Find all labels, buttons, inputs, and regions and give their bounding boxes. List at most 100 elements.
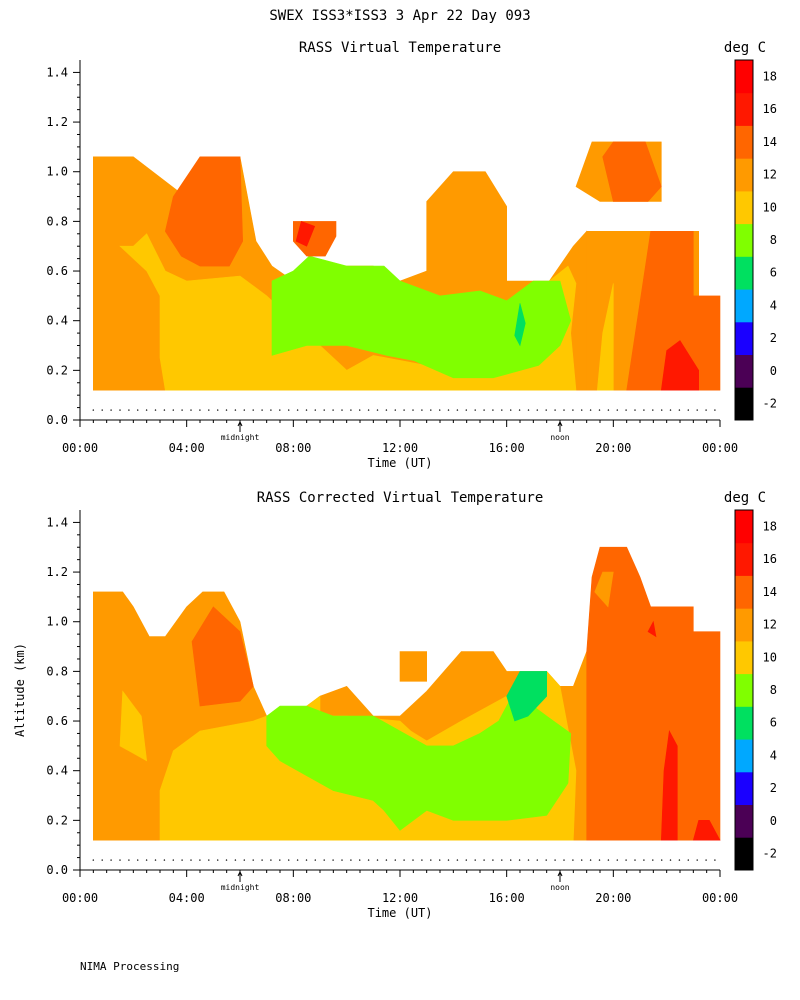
y-tick-label: 0.0 (46, 863, 68, 877)
gate-dot (536, 859, 538, 861)
gate-dot (687, 859, 689, 861)
gate-dot (421, 409, 423, 411)
gate-dot (412, 859, 414, 861)
colorbar-frame (734, 509, 754, 871)
y-tick-label: 0.6 (46, 264, 68, 278)
gate-dot (465, 409, 467, 411)
colorbar-swatch (735, 354, 753, 388)
gate-dot (376, 859, 379, 861)
gate-dot (359, 409, 361, 411)
colorbar-swatch (735, 60, 753, 94)
gate-dot (243, 409, 245, 411)
y-tick-label: 0.8 (46, 664, 68, 678)
gate-dot (296, 409, 299, 411)
colorbar-swatch (735, 673, 753, 707)
contour-region-16-18 (660, 340, 700, 391)
virtual-temperature-panel: 0.0 0.2 0.4 0.6 0.8 1.0 1.2 1.4 00:00 04:00 08:00 1… (46, 40, 777, 470)
solar-marker-label: noon (550, 433, 569, 442)
gate-dot (403, 409, 405, 411)
gate-dot (634, 859, 636, 861)
colorbar-unit: deg C (724, 490, 766, 506)
colorbar-swatch (735, 387, 753, 421)
colorbar-swatch (735, 256, 753, 290)
colorbar-label: 10 (763, 650, 777, 664)
contour-region-6-8 (506, 671, 548, 722)
x-axis-label: Time (UT) (367, 906, 432, 920)
gate-dot (545, 409, 547, 411)
colorbar-label: 12 (763, 168, 777, 182)
gate-dot (527, 859, 530, 861)
gate-dot (669, 859, 672, 861)
gate-dot (545, 859, 547, 861)
gate-dot (305, 409, 308, 411)
colorbar-swatch (735, 575, 753, 609)
gate-dot (447, 409, 450, 411)
gate-dot (181, 409, 183, 411)
gate-dot (598, 409, 601, 411)
solar-marker-label: noon (550, 883, 569, 892)
colorbar-swatch (735, 125, 753, 159)
gate-dot (456, 859, 459, 861)
gate-dot (661, 859, 663, 861)
gate-dot (652, 859, 654, 861)
gate-dot (447, 859, 450, 861)
gate-dot (199, 859, 201, 861)
colorbar-label: 0 (770, 814, 777, 828)
gate-dot (190, 859, 192, 861)
gate-dot (536, 409, 538, 411)
gate-dot (154, 859, 157, 861)
contour-region-8-10 (271, 255, 572, 379)
colorbar-label: 12 (763, 618, 777, 632)
gate-dot (332, 859, 334, 861)
gate-dot (181, 859, 183, 861)
solar-marker-arrow (237, 420, 243, 427)
gate-dot (687, 409, 689, 411)
gate-dot (607, 859, 610, 861)
colorbar-unit: deg C (724, 40, 766, 56)
x-tick-label: 04:00 (169, 891, 205, 905)
gate-dot (678, 859, 681, 861)
colorbar-label: 8 (770, 233, 777, 247)
gate-dot (669, 409, 672, 411)
gate-dot (163, 859, 166, 861)
gate-dot (572, 409, 574, 411)
y-axis-label: Altitude (km) (13, 643, 27, 737)
gate-dot (270, 859, 272, 861)
contour-region-16-18 (295, 221, 316, 247)
y-tick-label: 1.0 (46, 165, 68, 179)
gate-dot (385, 859, 388, 861)
gate-dot (376, 409, 379, 411)
x-tick-label: 08:00 (275, 441, 311, 455)
colorbar-swatch (735, 289, 753, 323)
colorbar-label: 10 (763, 200, 777, 214)
gate-dot (643, 859, 645, 861)
colorbar-swatch (735, 706, 753, 740)
colorbar-label: 16 (763, 552, 777, 566)
x-tick-label: 20:00 (595, 891, 631, 905)
contour-region-16-18 (692, 819, 721, 841)
gate-dot (661, 409, 663, 411)
colorbar-label: 4 (770, 299, 777, 313)
gate-dot (119, 859, 121, 861)
gate-dot (172, 859, 174, 861)
contour-region-14-16 (602, 141, 662, 202)
panel-title: RASS Virtual Temperature (299, 40, 501, 56)
gate-dot (332, 409, 334, 411)
contour-region-16-18 (647, 620, 657, 638)
contour-region-6-8 (514, 303, 526, 347)
gate-dot (252, 859, 254, 861)
gate-dot (243, 859, 245, 861)
colorbar-label: 0 (770, 364, 777, 378)
gate-dot (217, 859, 219, 861)
gate-dot (518, 409, 521, 411)
x-axis-label: Time (UT) (367, 456, 432, 470)
gate-dot (439, 409, 441, 411)
colorbar-label: 2 (770, 781, 777, 795)
gate-dot (581, 859, 583, 861)
gate-dot (270, 409, 272, 411)
gate-dot (145, 859, 148, 861)
y-tick-label: 0.4 (46, 764, 68, 778)
gate-dot (296, 859, 299, 861)
gate-dot (412, 409, 414, 411)
